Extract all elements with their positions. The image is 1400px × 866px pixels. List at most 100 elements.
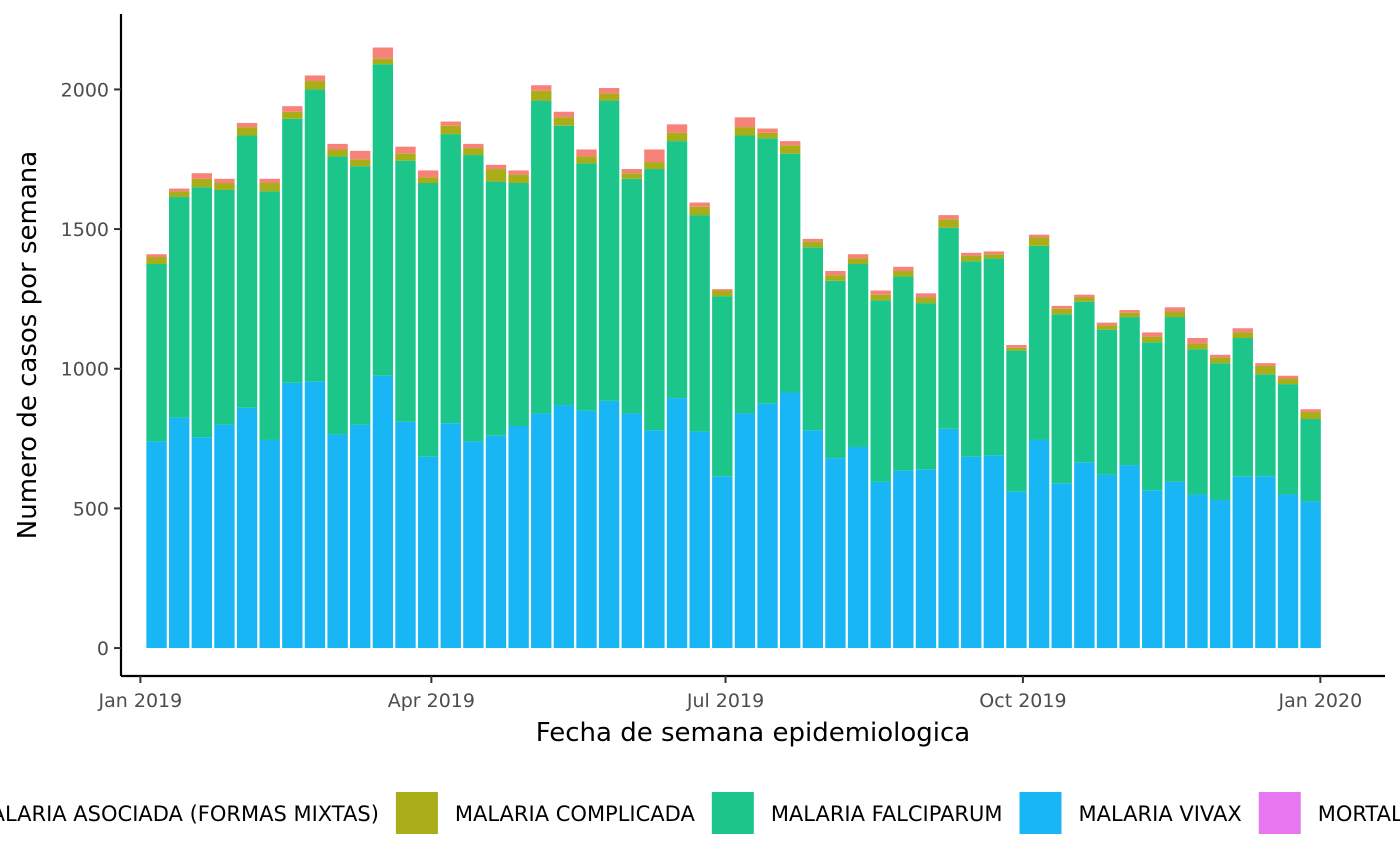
bar-segment bbox=[259, 191, 280, 440]
bar-segment bbox=[825, 270, 846, 276]
bar-segment bbox=[214, 424, 235, 649]
bar-segment bbox=[961, 255, 982, 262]
bar-segment bbox=[485, 181, 507, 436]
x-tick-label: Jan 2020 bbox=[1278, 690, 1363, 712]
bar-segment bbox=[1164, 481, 1186, 649]
bar-segment bbox=[508, 174, 529, 183]
bar-segment bbox=[417, 177, 439, 183]
bar-segment bbox=[779, 153, 801, 393]
bar-segment bbox=[915, 297, 937, 304]
bar-segment bbox=[1164, 317, 1186, 482]
x-tick-label: Jan 2019 bbox=[98, 690, 183, 712]
bar-segment bbox=[553, 111, 575, 118]
bar-segment bbox=[576, 163, 597, 411]
bar-segment bbox=[961, 252, 982, 256]
bar-segment bbox=[146, 441, 167, 649]
bar-segment bbox=[1096, 325, 1118, 330]
bar-segment bbox=[621, 413, 642, 649]
bar-segment bbox=[417, 170, 439, 178]
legend-key bbox=[711, 792, 754, 834]
bar-segment bbox=[395, 146, 416, 154]
bar-segment bbox=[1255, 363, 1276, 366]
bar-segment bbox=[1074, 462, 1095, 649]
bar-segment bbox=[644, 430, 665, 649]
bar-segment bbox=[644, 169, 665, 431]
bar-segment bbox=[1096, 329, 1118, 475]
bar-segment bbox=[598, 100, 620, 401]
bar-segment bbox=[576, 156, 597, 164]
bar-segment bbox=[779, 392, 801, 649]
bar-segment bbox=[644, 149, 665, 163]
bar-segment bbox=[282, 118, 303, 383]
bar-segment bbox=[893, 276, 914, 471]
bar-segment bbox=[327, 143, 348, 150]
bar-segment bbox=[1006, 347, 1027, 351]
bar-segment bbox=[1209, 354, 1231, 358]
legend-item: MORTALIDAD POR MALARIA bbox=[1258, 792, 1400, 834]
bar-segment bbox=[1006, 345, 1027, 348]
bar-segment bbox=[1209, 357, 1231, 364]
bar-segment bbox=[666, 124, 688, 133]
bar-segment bbox=[802, 241, 823, 248]
bar-segment bbox=[531, 85, 552, 91]
bar-segment bbox=[870, 300, 891, 482]
bar-segment bbox=[938, 227, 959, 429]
bar-segment bbox=[214, 182, 235, 190]
bar-segment bbox=[938, 215, 959, 220]
bar-segment bbox=[1028, 234, 1050, 238]
bar-segment bbox=[1255, 374, 1276, 477]
bar-segment bbox=[1187, 494, 1208, 649]
bar-segment bbox=[847, 264, 869, 447]
bar-segment bbox=[395, 421, 416, 649]
bar-segment bbox=[712, 296, 733, 477]
y-tick-label: 1000 bbox=[61, 359, 109, 381]
bar-segment bbox=[598, 400, 620, 649]
bar-segment bbox=[893, 470, 914, 649]
bar-segment bbox=[983, 254, 1005, 259]
bar-segment bbox=[1209, 500, 1231, 649]
bar-segment bbox=[417, 182, 439, 457]
bar-segment bbox=[327, 149, 348, 157]
bar-segment bbox=[734, 135, 756, 414]
bar-segment bbox=[531, 90, 552, 101]
bar-segment bbox=[485, 164, 507, 170]
y-tick-label: 2000 bbox=[61, 79, 109, 101]
bar-segment bbox=[1119, 312, 1140, 318]
bar-segment bbox=[938, 219, 959, 228]
bar-segment bbox=[1142, 490, 1163, 649]
bar-segment bbox=[169, 196, 190, 418]
bar-segment bbox=[304, 81, 326, 90]
bar-segment bbox=[802, 238, 823, 242]
bar-segment bbox=[870, 481, 891, 649]
bar-segment bbox=[440, 125, 461, 135]
bar-segment bbox=[146, 264, 167, 442]
bar-segment bbox=[169, 191, 190, 197]
bar-segment bbox=[983, 455, 1005, 649]
bar-segment bbox=[463, 143, 484, 149]
bar-segment bbox=[621, 173, 642, 179]
bar-segment bbox=[1209, 363, 1231, 501]
bar-segment bbox=[259, 178, 280, 183]
bar-segment bbox=[236, 127, 258, 136]
bar-segment bbox=[757, 128, 778, 133]
x-axis-title: Fecha de semana epidemiologica bbox=[536, 718, 971, 748]
bar-segment bbox=[734, 127, 756, 136]
bar-segment bbox=[1051, 308, 1072, 315]
bar-segment bbox=[779, 141, 801, 146]
plot-area bbox=[146, 47, 1321, 649]
bar-segment bbox=[1142, 336, 1163, 343]
bar-segment bbox=[1232, 328, 1253, 333]
bar-segment bbox=[553, 117, 575, 126]
bar-segment bbox=[304, 381, 326, 649]
bar-segment bbox=[847, 254, 869, 259]
bar-segment bbox=[1119, 317, 1140, 466]
bar-segment bbox=[757, 132, 778, 139]
bar-segment bbox=[1255, 476, 1276, 649]
bar-segment bbox=[214, 189, 235, 425]
bar-segment bbox=[689, 206, 710, 216]
bar-segment bbox=[214, 178, 235, 183]
legend-key bbox=[1019, 792, 1062, 834]
bar-segment bbox=[440, 134, 461, 424]
bar-segment bbox=[169, 188, 190, 192]
legend-key bbox=[1258, 792, 1301, 834]
